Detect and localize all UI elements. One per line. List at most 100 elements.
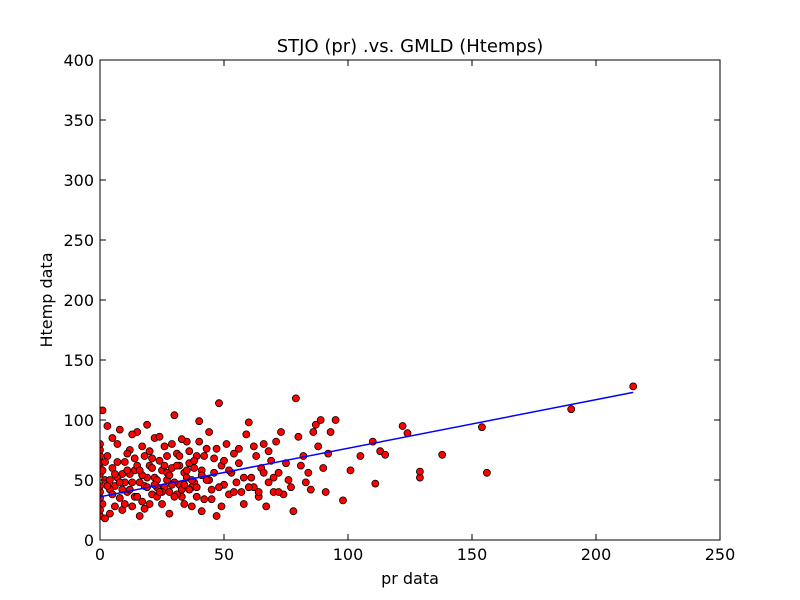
data-point <box>120 458 129 466</box>
data-point <box>115 478 124 487</box>
data-point <box>145 447 154 456</box>
data-point <box>284 476 293 484</box>
data-point <box>477 423 486 432</box>
data-point <box>163 452 171 460</box>
data-point <box>128 478 137 487</box>
data-point <box>170 411 179 420</box>
data-point <box>133 492 142 501</box>
data-point <box>482 468 491 477</box>
y-tick-label: 300 <box>63 171 94 190</box>
data-point <box>185 447 194 456</box>
data-point <box>220 456 228 465</box>
data-point <box>415 467 424 476</box>
data-point <box>398 422 407 430</box>
data-point <box>242 430 251 439</box>
data-point <box>128 430 137 439</box>
x-tick-label: 100 <box>333 545 364 564</box>
data-point <box>269 473 278 482</box>
data-point <box>249 442 258 451</box>
data-point <box>195 437 204 446</box>
data-point <box>155 456 164 465</box>
x-axis-ticks: 0 50 100 150 200 250 <box>95 60 735 564</box>
data-point <box>111 502 119 511</box>
data-point <box>160 442 169 451</box>
data-point <box>128 502 137 511</box>
x-tick-label: 50 <box>214 545 234 564</box>
data-point <box>326 428 335 436</box>
data-point <box>205 428 214 436</box>
data-point <box>346 466 355 475</box>
data-point <box>145 500 154 508</box>
data-point <box>244 483 253 492</box>
data-point <box>274 468 283 477</box>
data-point <box>167 440 176 448</box>
data-point <box>123 466 132 475</box>
data-point <box>311 420 320 429</box>
data-point <box>115 494 124 502</box>
data-point <box>212 444 221 453</box>
data-point <box>115 425 124 434</box>
chart-title: STJO (pr) .vs. GMLD (Htemps) <box>277 36 544 57</box>
x-axis-label: pr data <box>381 569 439 588</box>
data-point <box>289 507 298 516</box>
data-point <box>123 449 132 458</box>
data-point <box>277 428 285 436</box>
data-point <box>100 406 107 415</box>
data-point <box>158 500 166 508</box>
data-point <box>264 447 273 456</box>
points-layer <box>100 382 638 523</box>
x-tick-label: 150 <box>457 545 488 564</box>
data-point <box>185 485 194 494</box>
data-point <box>180 500 189 508</box>
x-tick-label: 200 <box>581 545 612 564</box>
data-point <box>170 492 179 501</box>
data-point <box>140 452 149 460</box>
data-point <box>197 507 206 516</box>
y-axis-label: Htemp data <box>37 252 56 347</box>
data-point <box>165 509 174 518</box>
data-point <box>314 442 323 451</box>
data-point <box>316 416 325 424</box>
data-point <box>234 444 243 453</box>
data-point <box>148 464 157 472</box>
data-point <box>155 432 164 441</box>
data-point <box>371 479 380 488</box>
data-point <box>100 440 104 448</box>
data-point <box>190 464 199 472</box>
y-tick-label: 50 <box>74 471 94 490</box>
data-point <box>244 418 253 427</box>
data-point <box>100 466 107 475</box>
data-point <box>331 416 340 424</box>
data-point <box>217 502 226 511</box>
data-point <box>304 468 313 477</box>
data-point <box>272 437 281 446</box>
data-point <box>106 509 114 518</box>
data-point <box>215 399 223 408</box>
data-point <box>180 480 189 489</box>
data-point <box>356 452 365 460</box>
data-point <box>120 500 129 508</box>
data-point <box>254 488 263 496</box>
data-point <box>113 458 122 466</box>
data-point <box>247 473 256 482</box>
y-axis-ticks: 0 50 100 150 200 250 300 350 400 <box>63 51 720 550</box>
data-point <box>301 478 310 487</box>
data-point <box>148 454 157 463</box>
data-point <box>103 422 112 430</box>
data-point <box>177 435 186 444</box>
data-point <box>160 461 169 470</box>
data-point <box>100 452 104 460</box>
data-point <box>306 485 315 494</box>
data-point <box>287 483 295 492</box>
data-point <box>187 502 196 511</box>
data-point <box>100 446 104 454</box>
data-point <box>140 504 149 513</box>
x-tick-label: 0 <box>95 545 105 564</box>
data-point <box>210 454 219 463</box>
data-point <box>143 420 152 429</box>
data-point <box>237 488 246 496</box>
data-point <box>207 485 216 494</box>
x-tick-label: 250 <box>705 545 736 564</box>
data-point <box>229 449 238 458</box>
data-point <box>135 512 144 520</box>
